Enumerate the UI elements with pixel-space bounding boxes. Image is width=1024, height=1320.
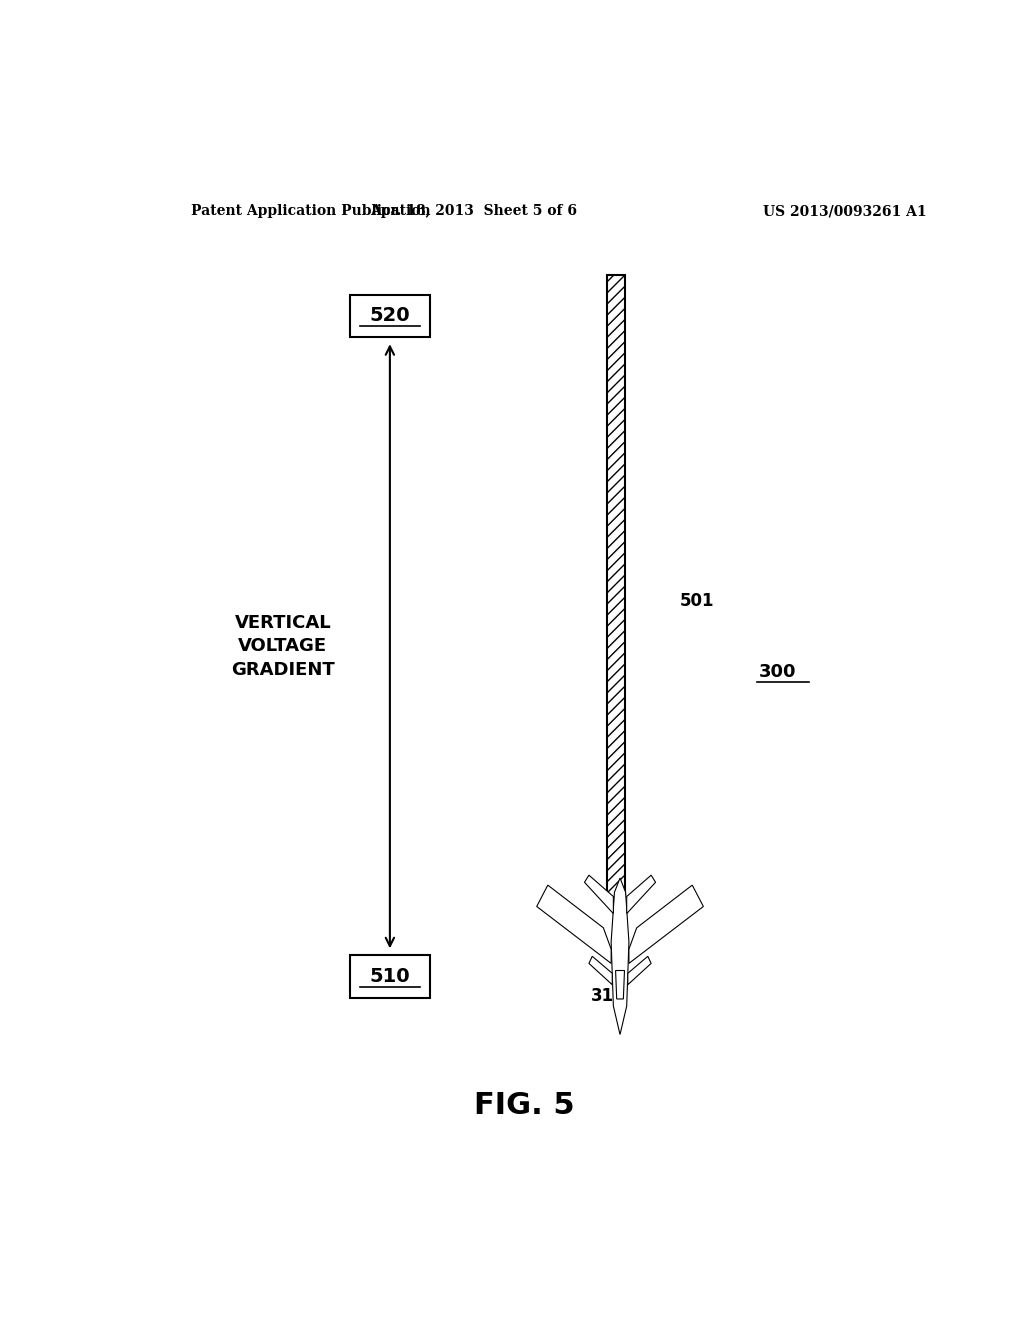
Text: Apr. 18, 2013  Sheet 5 of 6: Apr. 18, 2013 Sheet 5 of 6 <box>370 205 577 218</box>
Text: FIG. 5: FIG. 5 <box>474 1092 575 1121</box>
Polygon shape <box>629 886 703 964</box>
Bar <box>607 276 625 900</box>
Text: VERTICAL
VOLTAGE
GRADIENT: VERTICAL VOLTAGE GRADIENT <box>230 614 335 678</box>
Polygon shape <box>537 886 611 964</box>
Polygon shape <box>611 878 629 1035</box>
Text: US 2013/0093261 A1: US 2013/0093261 A1 <box>763 205 927 218</box>
Text: Patent Application Publication: Patent Application Publication <box>191 205 431 218</box>
FancyBboxPatch shape <box>350 956 430 998</box>
Text: 310: 310 <box>591 987 626 1005</box>
FancyBboxPatch shape <box>350 294 430 338</box>
Text: 520: 520 <box>370 306 411 326</box>
Text: 300: 300 <box>759 663 797 681</box>
Polygon shape <box>615 970 625 999</box>
Polygon shape <box>589 956 612 985</box>
Polygon shape <box>627 875 655 913</box>
Text: 510: 510 <box>370 968 411 986</box>
Text: 501: 501 <box>680 591 714 610</box>
Polygon shape <box>628 956 651 985</box>
Polygon shape <box>585 875 613 913</box>
